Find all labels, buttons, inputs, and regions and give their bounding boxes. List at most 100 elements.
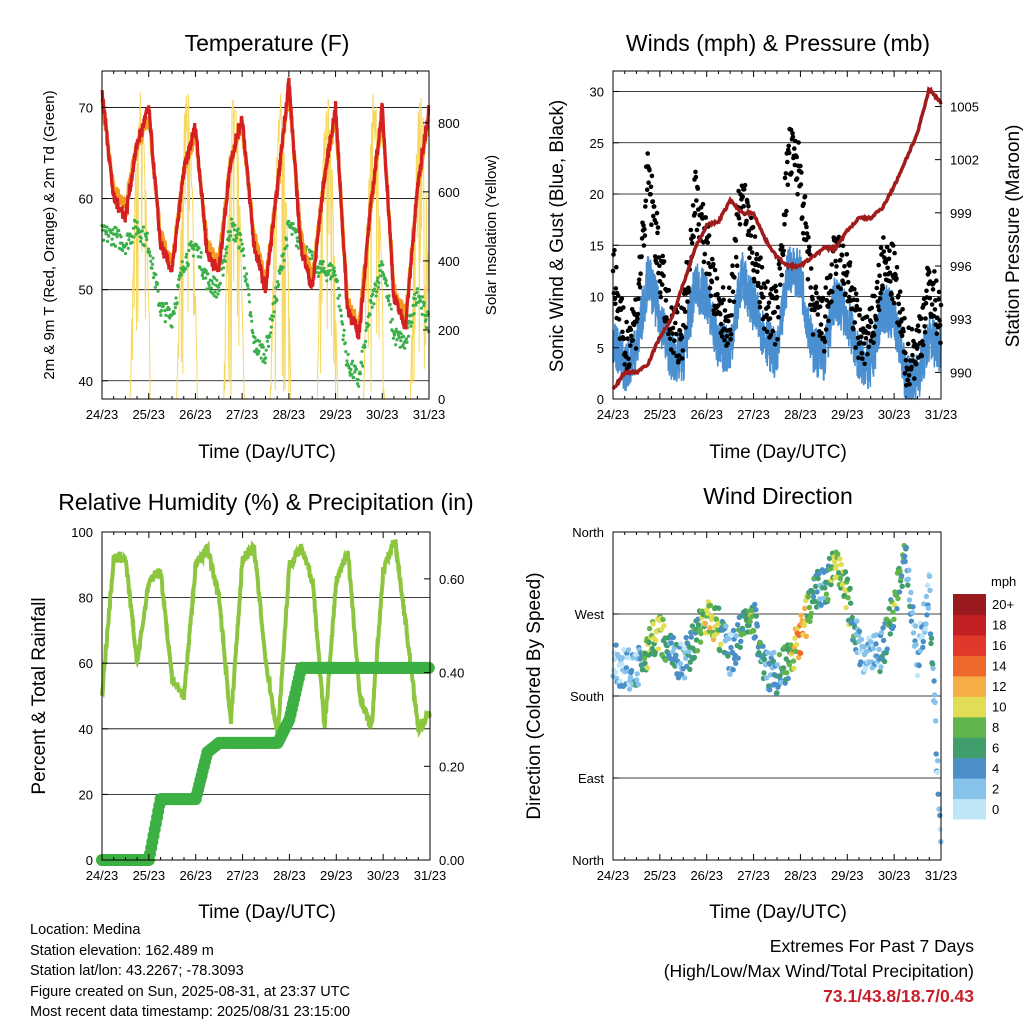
gust-point: [810, 297, 815, 302]
dewpoint-point: [273, 295, 277, 299]
gust-point: [825, 304, 831, 310]
direction-point: [741, 630, 747, 637]
direction-point: [908, 618, 915, 624]
dewpoint-point: [394, 327, 398, 331]
dewpoint-point: [150, 262, 155, 266]
direction-point: [922, 626, 928, 632]
gust-point: [746, 228, 752, 234]
direction-point: [752, 634, 758, 640]
gust-point: [712, 267, 718, 273]
gust-point: [772, 342, 778, 347]
dewpoint-point: [361, 364, 365, 368]
dewpoint-point: [340, 320, 344, 324]
dewpoint-point: [376, 285, 380, 289]
x-tick-label: 28/23: [273, 407, 306, 422]
temp-2m-line: [100, 77, 431, 340]
gust-point: [742, 182, 748, 188]
direction-point: [790, 658, 797, 664]
gust-point: [773, 288, 779, 294]
direction-point: [683, 634, 689, 641]
gust-point: [667, 336, 673, 342]
direction-point: [686, 649, 692, 655]
dewpoint-point: [156, 289, 160, 293]
temperature-title: Temperature (F): [185, 30, 350, 56]
dewpoint-point: [393, 333, 397, 337]
dewpoint-point: [250, 319, 254, 323]
dewpoint-point: [332, 266, 336, 270]
gust-point: [680, 348, 686, 353]
gust-point: [936, 289, 942, 295]
gust-point: [845, 269, 850, 275]
direction-point: [727, 671, 733, 677]
gust-point: [642, 233, 648, 238]
gust-point: [777, 266, 783, 271]
dewpoint-point: [266, 344, 271, 348]
gust-point: [782, 222, 787, 227]
gust-point: [670, 331, 675, 336]
gust-point: [694, 227, 700, 233]
gust-point: [710, 256, 715, 262]
gust-point: [666, 331, 671, 337]
gust-point: [779, 244, 785, 249]
dewpoint-point: [387, 294, 391, 298]
x-tick-label: 30/23: [367, 868, 400, 883]
dewpoint-point: [418, 298, 422, 302]
humidity-xlabel: Time (Day/UTC): [198, 902, 336, 923]
gust-point: [752, 234, 758, 239]
gust-point: [807, 244, 812, 250]
gust-point: [817, 304, 823, 310]
dewpoint-point: [184, 255, 188, 259]
gust-point: [901, 329, 906, 334]
direction-point: [842, 569, 849, 575]
x-tick-label: 25/23: [132, 407, 165, 422]
direction-point: [777, 673, 783, 679]
humidity-title: Relative Humidity (%) & Precipitation (i…: [58, 489, 473, 515]
direction-point: [894, 606, 900, 612]
gust-point: [741, 187, 747, 192]
x-tick-label: 29/23: [831, 407, 864, 422]
gust-point: [863, 335, 869, 341]
direction-point: [785, 675, 791, 682]
dewpoint-point: [370, 305, 374, 309]
winds-ylabel-left: Sonic Wind & Gust (Blue, Black): [547, 100, 568, 372]
dewpoint-point: [239, 238, 243, 242]
gust-point: [927, 295, 933, 301]
direction-point: [890, 623, 897, 630]
dewpoint-point: [251, 331, 255, 335]
gust-point: [750, 224, 756, 230]
gust-point: [725, 341, 731, 346]
gust-point: [661, 273, 666, 279]
gust-point: [758, 285, 764, 290]
gust-point: [937, 322, 943, 328]
direction-point: [932, 699, 938, 706]
dewpoint-point: [187, 248, 191, 253]
gust-point: [804, 231, 810, 236]
dewpoint-point: [140, 229, 144, 233]
direction-point: [880, 625, 886, 631]
gust-point: [724, 333, 730, 339]
gust-point: [862, 361, 867, 367]
dewpoint-point: [102, 238, 106, 242]
dewpoint-point: [354, 367, 359, 371]
dewpoint-point: [395, 338, 399, 342]
direction-point: [723, 623, 729, 629]
gust-point: [655, 230, 660, 236]
dewpoint-point: [285, 244, 289, 248]
gust-point: [660, 253, 665, 259]
dewpoint-point: [189, 240, 193, 244]
y-tick-label: 20: [590, 187, 604, 202]
dewpoint-point: [351, 359, 355, 363]
dewpoint-point: [397, 335, 401, 340]
gust-point: [666, 287, 672, 293]
gust-point: [823, 285, 828, 290]
dewpoint-point: [183, 267, 188, 271]
gust-point: [774, 294, 780, 300]
gust-point: [633, 346, 639, 351]
humidity-ylabel-left: Percent & Total Rainfall: [29, 597, 50, 794]
gust-point: [858, 340, 863, 345]
gust-point: [692, 210, 698, 216]
gust-point: [694, 198, 699, 203]
direction-point: [792, 635, 798, 641]
dewpoint-point: [119, 235, 123, 239]
direction-point: [668, 640, 674, 646]
